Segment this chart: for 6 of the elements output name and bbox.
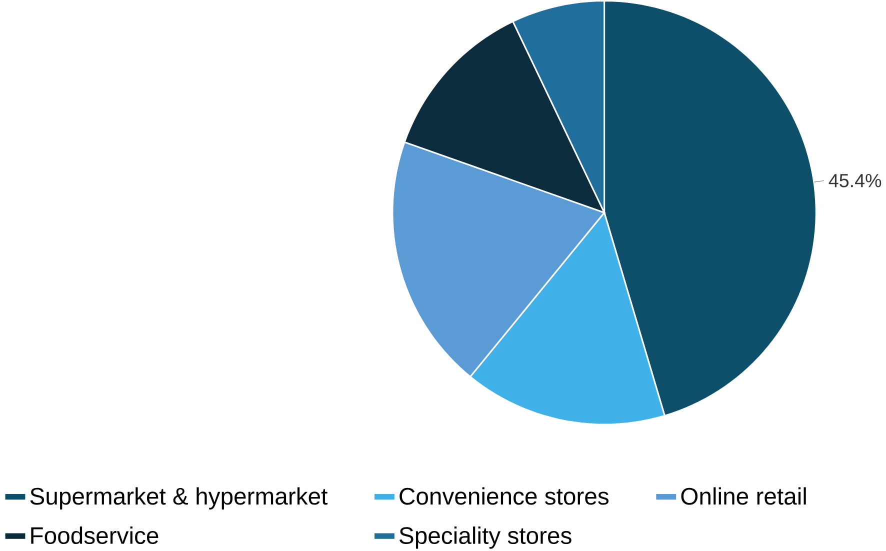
- legend-label: Online retail: [681, 487, 806, 505]
- legend-label: Speciality stores: [400, 526, 572, 549]
- legend-label: Convenience stores: [400, 487, 609, 505]
- legend-label: Supermarket & hypermarket: [30, 487, 328, 510]
- data-label: 45.4%: [828, 174, 882, 188]
- legend-label: Foodservice: [31, 526, 158, 544]
